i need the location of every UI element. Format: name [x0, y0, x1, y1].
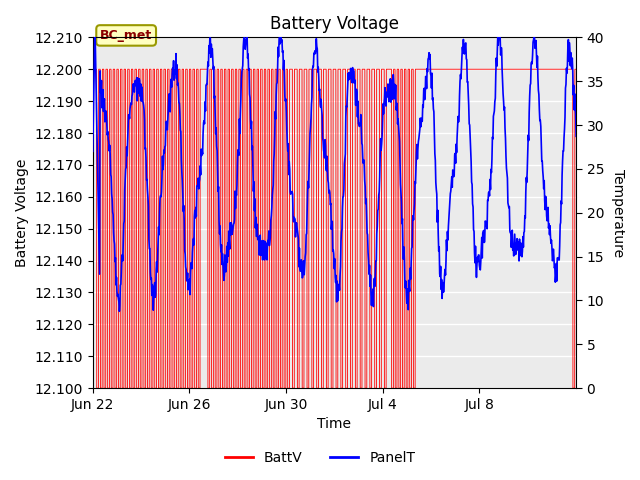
Title: Battery Voltage: Battery Voltage [270, 15, 399, 33]
Y-axis label: Temperature: Temperature [611, 168, 625, 257]
Legend: BattV, PanelT: BattV, PanelT [220, 445, 420, 471]
Y-axis label: Battery Voltage: Battery Voltage [15, 158, 29, 267]
X-axis label: Time: Time [317, 418, 351, 432]
Text: BC_met: BC_met [100, 29, 152, 42]
